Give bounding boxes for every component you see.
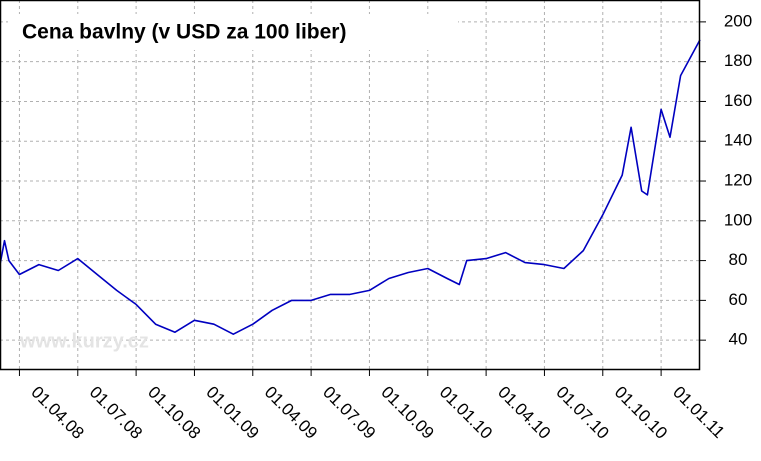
plot-border — [0, 0, 701, 371]
x-tick-label: 01.10.10 — [611, 383, 671, 443]
watermark: www.kurzy.cz — [19, 330, 149, 352]
x-tick-label: 01.04.09 — [261, 383, 321, 443]
x-tick-label: 01.07.09 — [319, 383, 379, 443]
x-tick-label: 01.01.09 — [202, 383, 262, 443]
chart-title: Cena bavlny (v USD za 100 liber) — [22, 21, 346, 44]
y-tick-label: 40 — [729, 330, 748, 349]
x-tick-label: 01.01.10 — [436, 383, 496, 443]
y-tick-label: 200 — [724, 11, 752, 30]
x-tick-label: 01.01.11 — [669, 383, 728, 442]
plot-area — [0, 0, 700, 370]
y-tick-label: 160 — [724, 91, 752, 110]
x-tick-label: 01.10.08 — [144, 383, 204, 443]
y-tick-label: 140 — [724, 131, 752, 150]
x-tick-label: 01.04.08 — [27, 383, 87, 443]
x-tick-label: 01.04.10 — [494, 383, 554, 443]
y-tick-label: 180 — [724, 51, 752, 70]
price-line — [0, 39, 701, 335]
title-box — [8, 14, 458, 50]
y-tick-label: 100 — [724, 210, 752, 229]
y-tick-label: 60 — [729, 290, 748, 309]
x-tick-label: 01.07.08 — [86, 383, 146, 443]
y-tick-label: 80 — [729, 250, 748, 269]
x-tick-label: 01.10.09 — [377, 383, 437, 443]
x-tick-label: 01.07.10 — [552, 383, 612, 443]
y-tick-label: 120 — [724, 171, 752, 190]
